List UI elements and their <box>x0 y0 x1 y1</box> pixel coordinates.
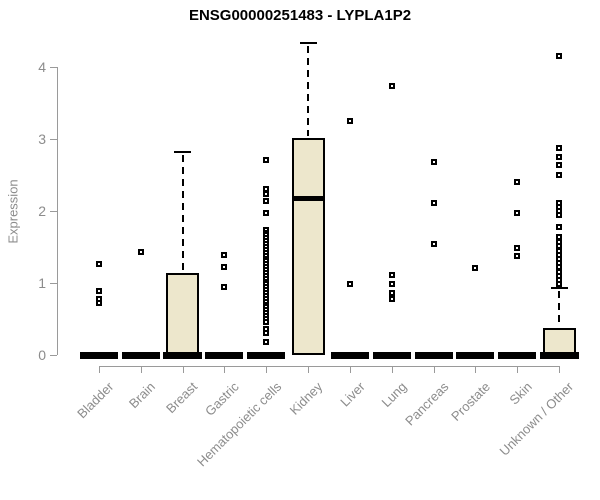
outlier-point <box>556 172 562 178</box>
whisker-cap-kidney <box>299 42 317 45</box>
outlier-point <box>556 223 562 230</box>
median-prostate <box>456 351 495 359</box>
x-tick <box>140 366 142 373</box>
outlier-point <box>388 280 395 287</box>
outlier-point <box>514 252 521 259</box>
x-tick-label-skin: Skin <box>506 379 535 408</box>
x-tick-label-bladder: Bladder <box>74 379 117 422</box>
outlier-point <box>263 185 270 192</box>
outlier-point <box>221 251 228 258</box>
whisker-cap-unknown-other <box>550 287 568 290</box>
outlier-point <box>96 287 102 294</box>
outlier-point <box>556 280 562 287</box>
outlier-point <box>263 197 270 204</box>
outlier-point <box>472 264 479 271</box>
median-lung <box>372 351 411 359</box>
x-tick-label-unknown-other: Unknown / Other <box>497 379 577 459</box>
median-liver <box>330 351 369 359</box>
median-skin <box>498 351 537 359</box>
x-tick-label-pancreas: Pancreas <box>401 379 452 429</box>
outlier-point <box>556 264 562 271</box>
y-tick-label: 2 <box>38 203 46 219</box>
y-tick <box>50 139 57 140</box>
outlier-point <box>514 244 521 251</box>
median-gastric <box>205 351 244 359</box>
outlier-point <box>346 280 353 287</box>
box-kidney <box>291 138 325 355</box>
outlier-point <box>388 82 395 89</box>
outlier-point <box>430 159 437 166</box>
outlier-point <box>96 261 102 268</box>
box-breast <box>166 272 200 355</box>
x-axis-line <box>99 366 559 367</box>
outlier-point <box>556 243 562 250</box>
x-tick <box>475 366 477 373</box>
y-tick-label: 0 <box>38 347 46 363</box>
x-tick <box>349 366 351 373</box>
x-tick <box>433 366 435 373</box>
outlier-point <box>346 118 353 124</box>
outlier-point <box>430 241 437 248</box>
outlier-point <box>96 300 102 307</box>
x-tick <box>266 366 268 373</box>
outlier-point <box>263 210 270 217</box>
outlier-point <box>263 318 270 325</box>
x-tick-label-gastric: Gastric <box>202 379 243 419</box>
outlier-point <box>556 53 562 60</box>
y-tick-label: 3 <box>38 131 46 147</box>
x-tick <box>182 366 184 373</box>
median-hematopoietic-cells <box>247 351 286 359</box>
outlier-point <box>388 295 395 302</box>
outlier-point <box>388 290 395 297</box>
x-tick-label-kidney: Kidney <box>286 379 326 418</box>
x-tick-label-breast: Breast <box>163 379 201 417</box>
median-breast <box>163 351 203 359</box>
outlier-point <box>430 200 437 207</box>
y-tick <box>50 67 57 68</box>
outlier-point <box>263 190 270 197</box>
median-kidney <box>291 196 325 202</box>
x-tick-label-brain: Brain <box>126 379 159 412</box>
outlier-point <box>556 233 562 240</box>
whisker-breast <box>181 154 184 271</box>
x-tick <box>224 366 226 373</box>
x-tick-label-lung: Lung <box>378 379 410 411</box>
y-tick <box>50 355 57 356</box>
median-bladder <box>80 351 118 359</box>
median-pancreas <box>414 351 453 359</box>
whisker-unknown-other <box>558 291 560 326</box>
x-tick <box>99 366 100 373</box>
median-unknown-other <box>539 351 579 359</box>
outlier-point <box>556 154 562 160</box>
y-tick-label: 4 <box>38 59 46 75</box>
whisker-kidney <box>307 46 310 137</box>
y-axis-line <box>57 67 58 355</box>
outlier-point <box>263 339 270 346</box>
whisker-cap-breast <box>174 150 192 153</box>
y-tick <box>50 283 57 284</box>
outlier-point <box>137 249 144 256</box>
y-tick <box>50 211 57 212</box>
outlier-point <box>514 210 521 217</box>
outlier-point <box>221 283 228 290</box>
outlier-point <box>221 264 228 271</box>
outlier-point <box>556 212 562 219</box>
x-tick-label-liver: Liver <box>336 379 368 410</box>
outlier-point <box>556 144 562 151</box>
x-tick <box>559 366 560 373</box>
x-tick-label-prostate: Prostate <box>448 379 493 424</box>
outlier-point <box>556 161 562 168</box>
y-tick-label: 1 <box>38 275 46 291</box>
outlier-point <box>263 156 270 163</box>
median-brain <box>121 351 160 359</box>
x-tick <box>517 366 519 373</box>
outlier-point <box>388 272 395 279</box>
x-tick <box>308 366 310 373</box>
chart-title: ENSG00000251483 - LYPLA1P2 <box>188 7 412 24</box>
outlier-point <box>263 330 270 337</box>
x-tick <box>391 366 393 373</box>
outlier-point <box>514 179 521 186</box>
